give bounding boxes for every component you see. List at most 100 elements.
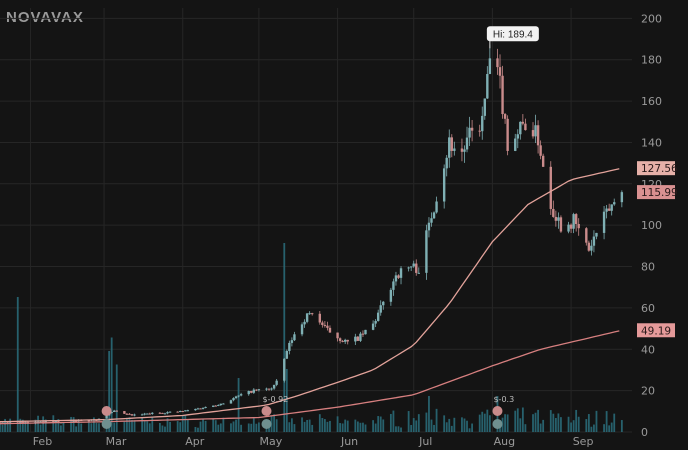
volume-bar <box>593 424 595 432</box>
volume-bar <box>60 425 62 432</box>
volume-bar <box>567 416 570 432</box>
volume-bar <box>126 417 128 432</box>
candle-body <box>196 408 200 410</box>
candle-body <box>435 201 438 213</box>
candle-body <box>592 236 596 246</box>
candle-body <box>442 168 446 202</box>
candle-body <box>539 145 542 156</box>
volume-bar <box>590 426 593 432</box>
candle-body <box>115 410 118 412</box>
candle-body <box>613 202 616 205</box>
event-marker-icon <box>261 406 272 416</box>
volume-bar <box>301 417 303 432</box>
candle-body <box>336 332 339 339</box>
candle-body <box>113 410 116 413</box>
volume-bar <box>110 337 113 432</box>
candle-body <box>21 421 25 424</box>
volume-bar <box>75 426 78 432</box>
volume-bar <box>9 418 12 432</box>
volume-bar <box>21 419 24 432</box>
price-label-box <box>637 323 675 338</box>
volume-bar <box>603 424 605 432</box>
candle-body <box>371 323 375 330</box>
candle-body <box>168 411 172 413</box>
volume-bar <box>288 422 291 432</box>
candle-body <box>52 421 55 423</box>
candle-body <box>468 127 471 138</box>
candle-body <box>559 217 563 232</box>
event-marker-icon <box>101 419 112 429</box>
candle-body <box>407 267 410 269</box>
candle-body <box>290 340 294 343</box>
volume-bar <box>275 419 278 432</box>
candle-body <box>356 336 360 341</box>
volume-bar <box>430 419 433 432</box>
candle-body <box>54 421 58 423</box>
candle-body <box>19 421 22 423</box>
candle-body <box>478 130 481 132</box>
candle-body <box>481 115 484 132</box>
volume-bar <box>572 420 575 432</box>
volume-bar <box>1 424 4 432</box>
volume-bar <box>415 420 418 432</box>
candle-body <box>498 67 502 76</box>
y-tick-label: 80 <box>641 261 655 274</box>
volume-bar <box>610 422 613 432</box>
volume-bar <box>400 427 402 432</box>
candle-body <box>255 389 258 391</box>
volume-bar <box>90 423 93 432</box>
y-tick-label: 60 <box>641 302 655 315</box>
volume-bar <box>257 422 260 432</box>
volume-bar <box>143 420 146 432</box>
candle-body <box>318 313 322 323</box>
ma-long-line <box>0 330 620 425</box>
volume-bar <box>70 416 72 432</box>
volume-bar <box>252 418 255 432</box>
volume-bar <box>336 416 339 432</box>
volume-bar <box>255 423 258 432</box>
y-tick-label: 0 <box>641 426 648 439</box>
volume-bar <box>141 417 144 432</box>
volume-bar <box>44 419 47 432</box>
volume-bar <box>501 417 504 432</box>
candle-body <box>536 125 540 146</box>
volume-bar <box>463 418 466 432</box>
y-tick-label: 40 <box>641 343 655 356</box>
candle-body <box>412 263 415 267</box>
volume-bar <box>164 426 166 432</box>
candle-body <box>602 211 606 233</box>
candle-body <box>212 405 215 407</box>
candle-body <box>176 411 179 413</box>
volume-bar <box>488 415 491 432</box>
candle-body <box>326 325 329 328</box>
candle-body <box>521 121 525 124</box>
volume-bar <box>290 418 293 432</box>
volume-bar <box>128 417 131 432</box>
candle-body <box>595 232 598 237</box>
volume-bar <box>219 423 222 432</box>
volume-bar <box>377 416 380 432</box>
volume-bar <box>303 421 306 432</box>
volume-bar <box>321 417 324 432</box>
candle-body <box>303 321 306 325</box>
volume-bar <box>72 417 75 432</box>
volume-bar <box>131 419 133 432</box>
candle-body <box>323 324 327 326</box>
candle-body <box>74 420 78 422</box>
candle-body <box>382 301 385 306</box>
volume-bar <box>237 378 240 432</box>
volume-bar <box>16 297 19 432</box>
candle-body <box>110 412 113 414</box>
volume-bar <box>232 421 235 432</box>
volume-bar <box>364 424 367 432</box>
candle-body <box>392 281 395 290</box>
y-tick-label: 160 <box>641 95 662 108</box>
volume-bar <box>605 411 608 432</box>
candle-body <box>39 421 42 423</box>
price-label-box <box>637 161 675 176</box>
volume-bar <box>341 423 344 432</box>
candle-body <box>186 410 190 412</box>
candle-body <box>310 313 314 315</box>
volume-bar <box>620 420 623 432</box>
